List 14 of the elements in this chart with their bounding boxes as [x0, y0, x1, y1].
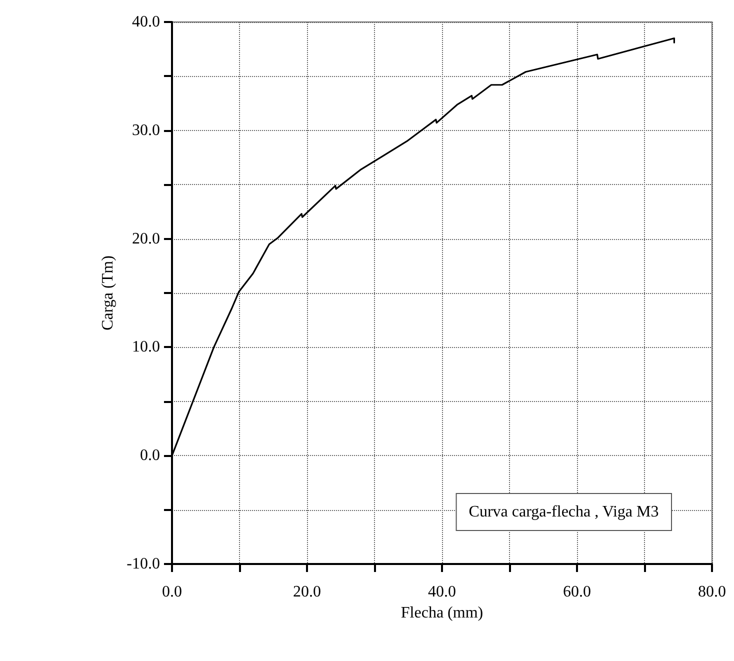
x-tick-label: 40.0: [428, 584, 456, 600]
x-tick-label: 60.0: [563, 584, 591, 600]
y-tick-label: 0.0: [140, 447, 160, 464]
y-tick-label: 30.0: [132, 122, 160, 139]
x-axis-title: Flecha (mm): [400, 604, 484, 622]
y-axis-title: Carga (Tm): [99, 256, 116, 330]
x-tick-label: 80.0: [698, 584, 726, 600]
y-tick-label: 10.0: [132, 338, 160, 356]
y-tick-label: -10.0: [126, 556, 160, 572]
x-tick-label: 0.0: [162, 584, 182, 600]
annotation: Curva carga-flecha , Viga M3: [468, 504, 659, 520]
y-tick-label: 40.0: [132, 14, 160, 30]
y-tick-label: 20.0: [132, 230, 160, 248]
x-tick-label: 20.0: [293, 584, 321, 600]
